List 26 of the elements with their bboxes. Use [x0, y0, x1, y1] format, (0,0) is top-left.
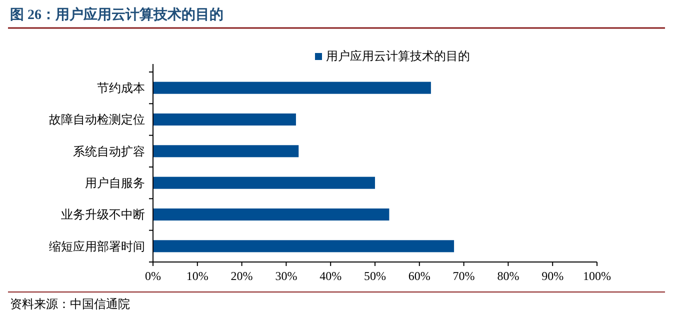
y-tick-label: 业务升级不中断	[61, 208, 145, 222]
y-tick-label: 节约成本	[97, 81, 145, 96]
x-tick-label: 80%	[497, 269, 520, 283]
bar	[153, 176, 375, 189]
x-tick-label: 60%	[408, 269, 430, 283]
x-tick-label: 10%	[186, 269, 208, 283]
bar	[153, 113, 296, 126]
legend-label: 用户应用云计算技术的目的	[326, 49, 470, 63]
bar	[153, 145, 299, 158]
x-tick-label: 100%	[583, 269, 611, 283]
x-tick-label: 0%	[145, 269, 161, 283]
x-tick-label: 40%	[320, 269, 342, 283]
bar	[153, 82, 431, 94]
x-tick-label: 30%	[275, 269, 298, 283]
text: 资料来源：中国信通院	[10, 297, 130, 311]
x-tick-label: 90%	[542, 269, 564, 283]
y-tick-label: 缩短应用部署时间	[49, 239, 145, 254]
y-tick-label: 系统自动扩容	[73, 144, 145, 158]
bar	[153, 240, 454, 252]
x-tick-label: 50%	[364, 269, 386, 283]
x-tick-label: 20%	[230, 269, 253, 283]
x-tick-label: 70%	[452, 269, 475, 283]
y-tick-label: 用户自服务	[85, 176, 145, 190]
chart-title: 图 26：用户应用云计算技术的目的	[10, 6, 224, 23]
y-tick-label: 故障自动检测定位	[49, 112, 145, 127]
bar	[153, 208, 390, 221]
